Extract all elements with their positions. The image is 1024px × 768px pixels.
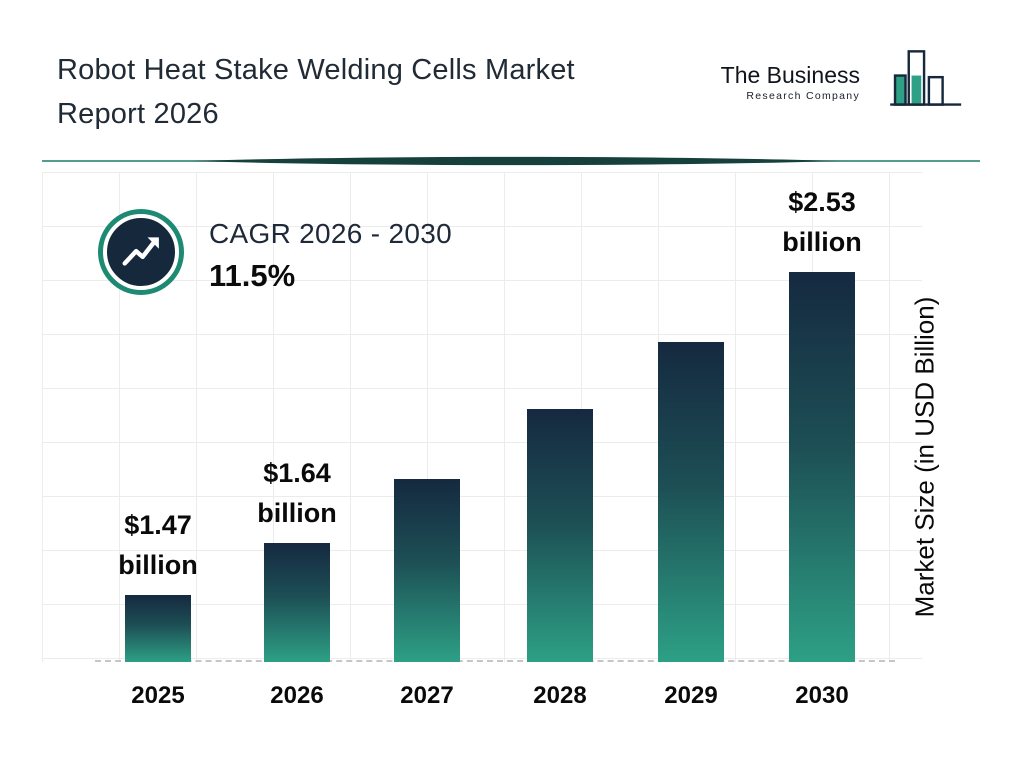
bar-2030	[789, 272, 855, 662]
x-axis-baseline	[95, 660, 895, 662]
company-logo: The Business Research Company	[721, 48, 966, 116]
trend-up-icon	[103, 214, 179, 290]
page-title-line1: Robot Heat Stake Welding Cells Market	[57, 54, 575, 86]
value-label-2026: $1.64 billion	[257, 458, 337, 528]
x-tick-2030: 2030	[795, 682, 849, 709]
value-label-2030: $2.53 billion	[782, 187, 862, 257]
x-tick-2029: 2029	[664, 682, 718, 709]
page-title: Robot Heat Stake Welding Cells Market Re…	[57, 48, 717, 136]
logo-name: The Business	[720, 62, 860, 88]
bar-2026	[264, 543, 330, 662]
bar-2028	[527, 409, 593, 662]
x-tick-2027: 2027	[400, 682, 454, 709]
bar-chart-logo-icon	[890, 50, 962, 106]
logo-subname: Research Company	[746, 90, 860, 102]
bar-2025	[125, 595, 191, 662]
cagr-label: CAGR 2026 - 2030	[209, 218, 452, 249]
x-tick-2026: 2026	[270, 682, 324, 709]
x-tick-2025: 2025	[131, 682, 185, 709]
chart-gridlines	[42, 172, 922, 662]
divider-line	[42, 156, 980, 166]
bar-2027	[394, 479, 460, 662]
value-label-2025: $1.47 billion	[118, 510, 198, 580]
bar-2029	[658, 342, 724, 662]
cagr-block: CAGR 2026 - 2030 11.5%	[97, 208, 452, 296]
page-title-line2: Report 2026	[57, 98, 219, 130]
cagr-text: CAGR 2026 - 2030 11.5%	[209, 208, 452, 294]
company-logo-text: The Business Research Company	[721, 62, 860, 102]
x-tick-2028: 2028	[533, 682, 587, 709]
y-axis-label: Market Size (in USD Billion)	[909, 296, 940, 618]
cagr-value: 11.5%	[209, 258, 296, 293]
